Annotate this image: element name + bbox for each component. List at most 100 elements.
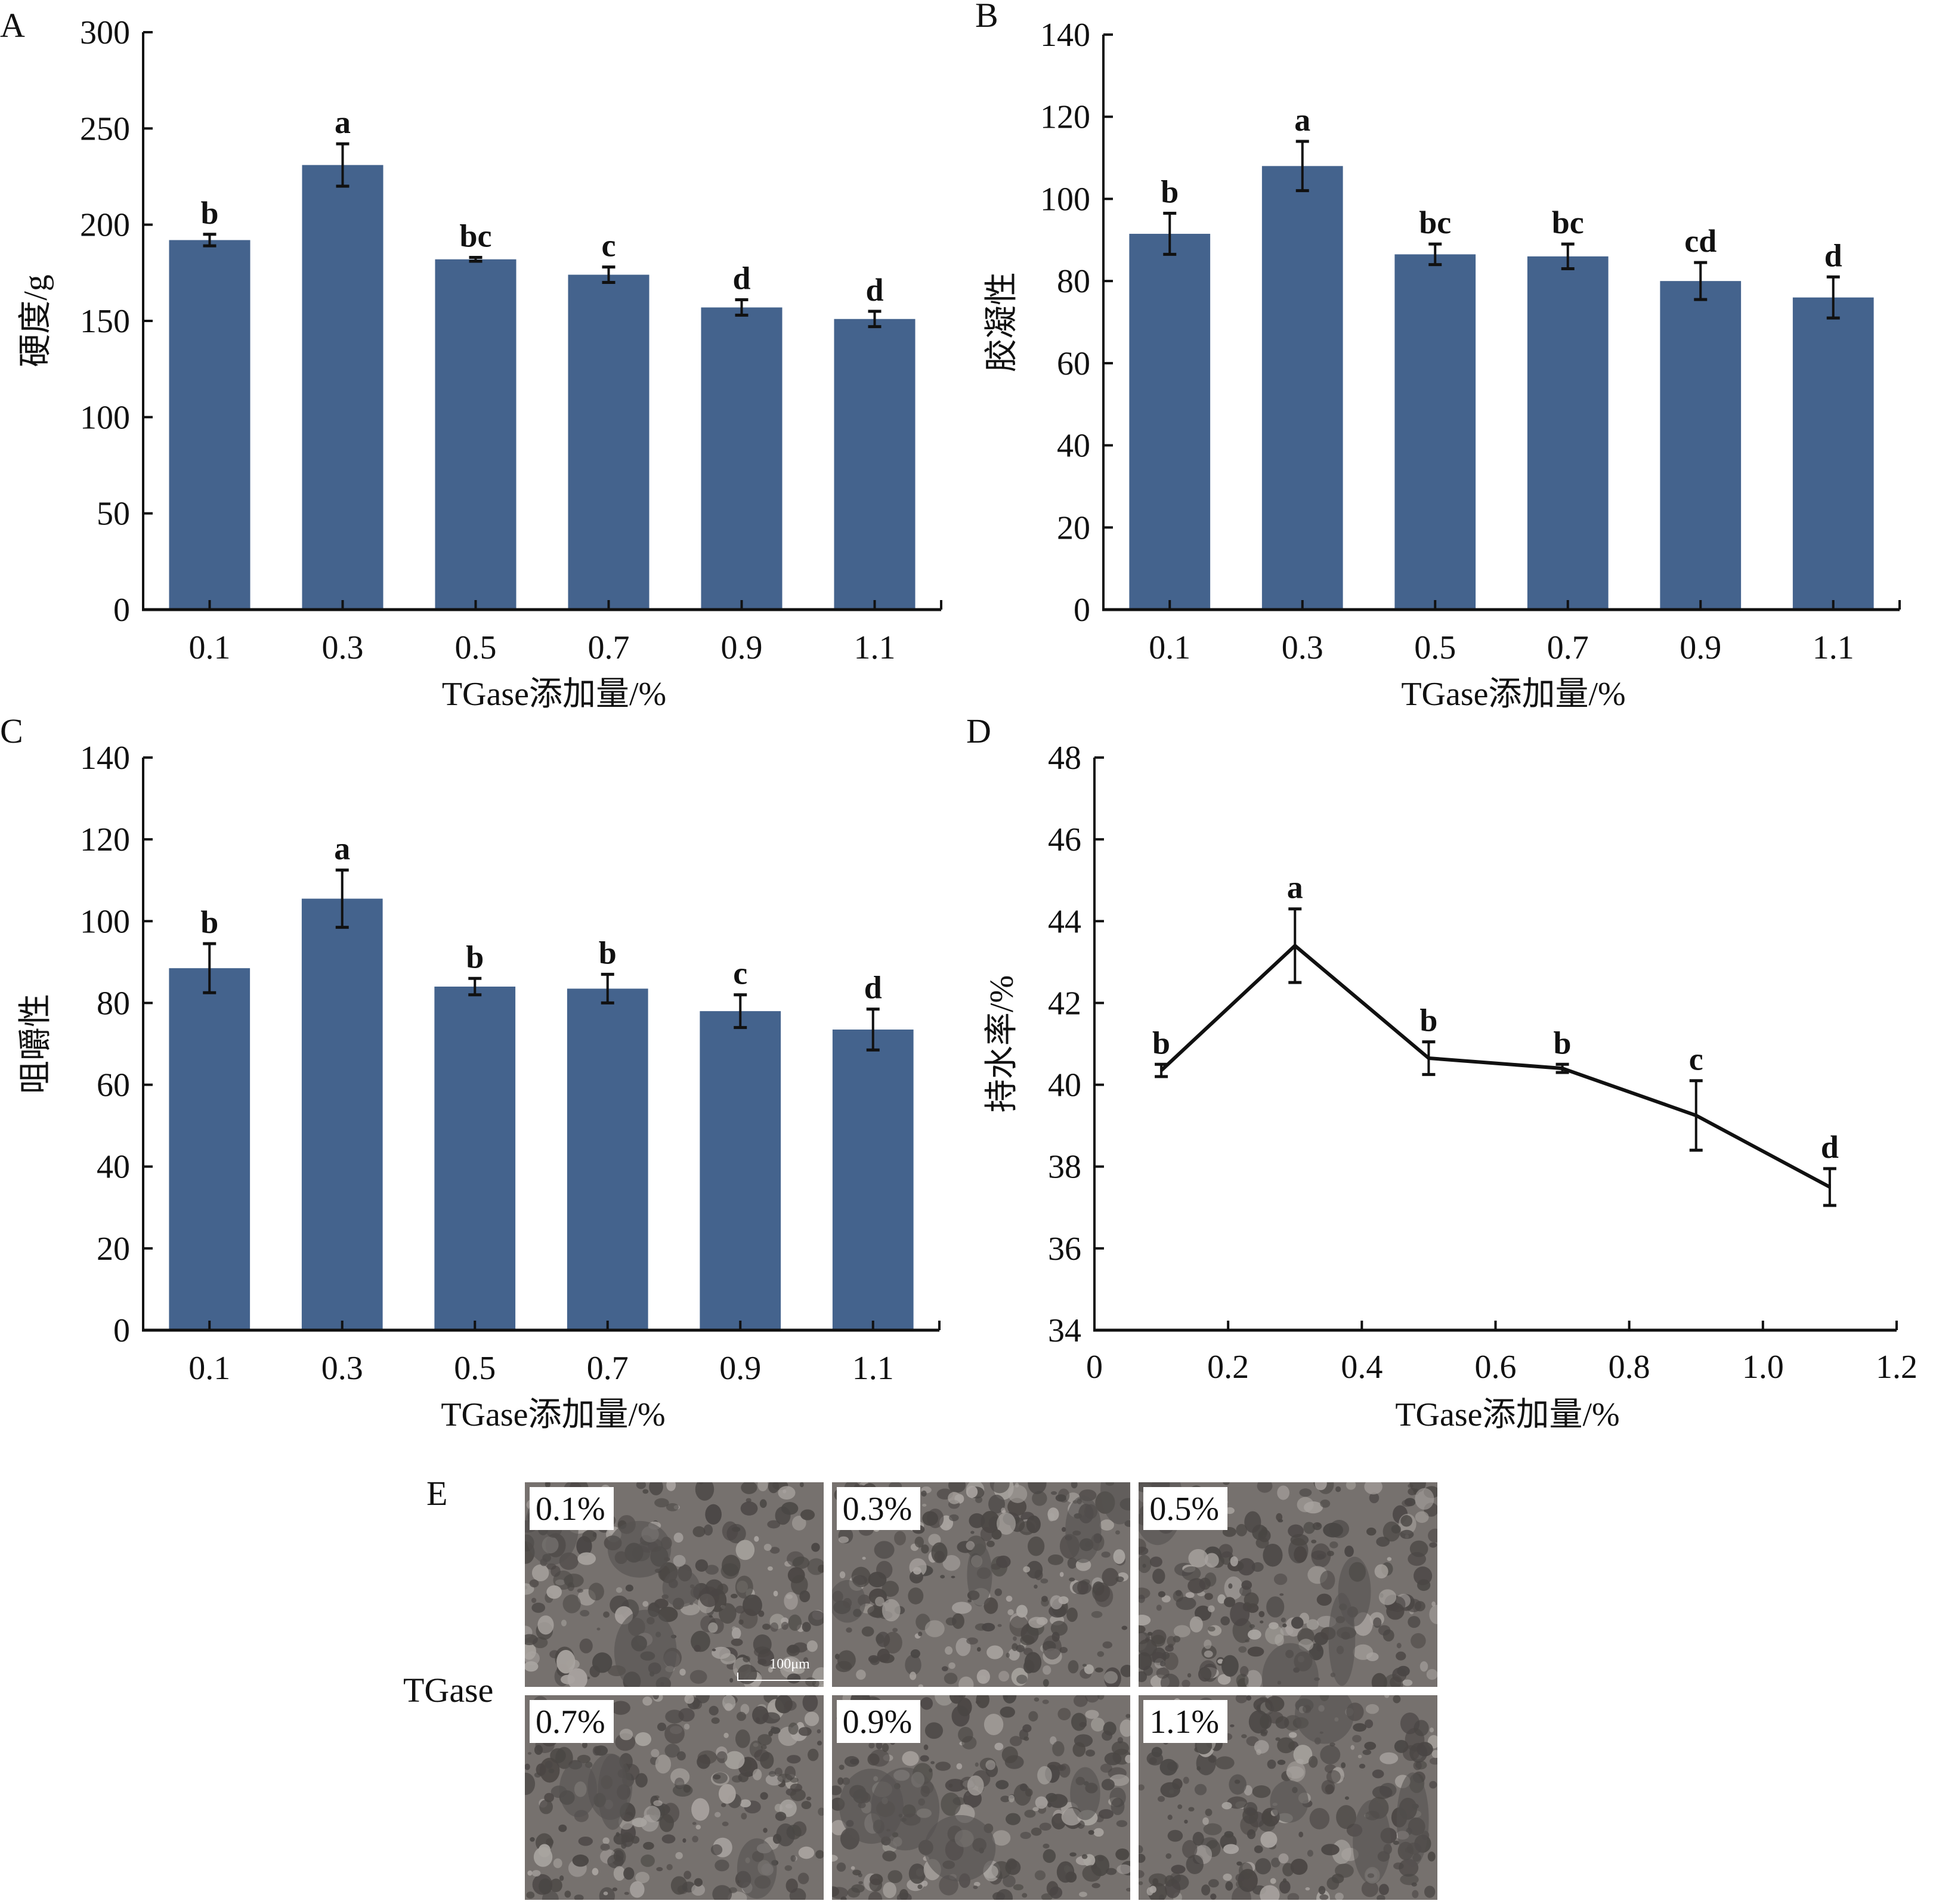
significance-label: bc xyxy=(1552,205,1584,240)
sem-pore xyxy=(1224,1831,1234,1838)
sem-pore xyxy=(1400,1874,1419,1886)
sem-pore xyxy=(531,1564,549,1582)
sem-pore xyxy=(1187,1673,1192,1678)
sem-pore xyxy=(1171,1865,1186,1874)
x-tick-label: 0.7 xyxy=(587,1350,629,1387)
sem-pore xyxy=(577,1588,583,1593)
sem-pore xyxy=(1043,1679,1049,1687)
sem-pore xyxy=(852,1869,861,1876)
sem-pore xyxy=(1027,1482,1047,1494)
sem-pore xyxy=(1259,1696,1268,1702)
significance-label: b xyxy=(599,935,617,970)
sem-pore xyxy=(781,1621,788,1630)
sem-pore xyxy=(868,1655,879,1663)
sem-pore xyxy=(785,1878,798,1893)
significance-label: d xyxy=(1821,1129,1839,1165)
x-tick-label: 0.3 xyxy=(321,1350,363,1387)
sem-pore xyxy=(1094,1667,1103,1673)
sem-pore xyxy=(1090,1717,1105,1732)
sem-pore xyxy=(619,1729,633,1741)
sem-pore xyxy=(1190,1616,1204,1633)
sem-pore xyxy=(1246,1695,1252,1701)
sem-image: 0.1% 100μm xyxy=(525,1482,824,1687)
sem-pore xyxy=(1329,1541,1338,1548)
sem-pore xyxy=(838,1536,849,1543)
sem-pore xyxy=(674,1778,685,1789)
sem-pore xyxy=(1008,1648,1020,1661)
sem-pore xyxy=(600,1843,610,1851)
sem-pore xyxy=(1167,1829,1183,1842)
sem-pore xyxy=(1238,1558,1255,1576)
sem-pore xyxy=(945,1524,950,1529)
sem-pore xyxy=(976,1695,989,1708)
sem-pore xyxy=(631,1835,640,1844)
sem-pore xyxy=(1353,1644,1374,1660)
x-axis-title: TGase添加量/% xyxy=(441,1396,665,1433)
sem-pore xyxy=(917,1884,923,1889)
sem-pore xyxy=(1265,1696,1285,1712)
sem-pore xyxy=(1299,1488,1312,1497)
sem-pore xyxy=(992,1830,1010,1846)
sem-pore xyxy=(777,1773,793,1783)
sem-pore xyxy=(577,1552,596,1565)
sem-pore xyxy=(882,1850,896,1862)
sem-pore xyxy=(1139,1625,1146,1634)
sem-pore xyxy=(1145,1637,1150,1643)
sem-pore xyxy=(759,1499,767,1508)
sem-pore xyxy=(1043,1849,1056,1863)
sem-pore xyxy=(1020,1831,1031,1840)
sem-pore xyxy=(1228,1583,1233,1589)
sem-pore xyxy=(661,1834,676,1844)
sem-pore xyxy=(802,1695,818,1712)
x-tick-label: 0 xyxy=(1086,1349,1103,1386)
y-tick-label: 200 xyxy=(80,207,130,244)
x-tick-label: 0.1 xyxy=(188,1350,230,1387)
sem-pore xyxy=(545,1482,550,1488)
sem-pore xyxy=(1369,1492,1380,1504)
sem-pore xyxy=(1040,1578,1048,1584)
sem-pore xyxy=(947,1492,961,1504)
sem-pore xyxy=(1393,1695,1401,1704)
sem-pore xyxy=(1042,1665,1051,1675)
sem-pore xyxy=(1059,1572,1064,1577)
sem-pore xyxy=(1297,1497,1314,1513)
sem-pore xyxy=(1151,1629,1167,1645)
sem-pore xyxy=(582,1741,587,1748)
sem-pore xyxy=(723,1732,729,1738)
sem-pore xyxy=(1103,1721,1116,1736)
sem-texture xyxy=(831,1482,1131,1687)
sem-pore xyxy=(1023,1659,1035,1674)
sem-pore xyxy=(1247,1829,1256,1840)
sem-pore xyxy=(908,1863,926,1884)
sem-pore xyxy=(642,1601,649,1607)
sem-pore xyxy=(798,1846,815,1859)
sem-pore xyxy=(1156,1667,1170,1679)
sem-pore xyxy=(1289,1732,1297,1738)
sem-pore xyxy=(602,1837,610,1844)
sem-pore xyxy=(967,1775,984,1796)
sem-pore xyxy=(1016,1605,1028,1618)
sem-cavity xyxy=(559,1761,597,1818)
sem-pore xyxy=(887,1870,902,1884)
sem-pore xyxy=(1195,1605,1212,1621)
sem-pore xyxy=(1345,1796,1350,1800)
sem-pore xyxy=(1177,1804,1183,1809)
sem-pore xyxy=(1111,1797,1125,1815)
sem-pore xyxy=(539,1878,552,1894)
sem-pore xyxy=(1316,1644,1323,1652)
chart-panel-a: Ab a bc c d d 0 50 100 150 200 250 300 0.1 0.3 0.5 0.7 0.… xyxy=(0,6,942,713)
sem-pore xyxy=(1236,1695,1248,1704)
sem-pore xyxy=(1007,1609,1014,1616)
significance-label: b xyxy=(1161,174,1179,210)
sem-pore xyxy=(1182,1840,1198,1859)
sem-pore xyxy=(1139,1538,1147,1554)
sem-pore xyxy=(625,1584,633,1592)
sem-pore xyxy=(1236,1880,1243,1888)
sem-pore xyxy=(545,1761,553,1769)
sem-pore xyxy=(908,1587,923,1605)
sem-pore xyxy=(1081,1579,1090,1585)
sem-pore xyxy=(1113,1549,1125,1564)
sem-pore xyxy=(1320,1571,1335,1590)
sem-pore xyxy=(1149,1873,1168,1887)
sem-pore xyxy=(1028,1711,1038,1722)
